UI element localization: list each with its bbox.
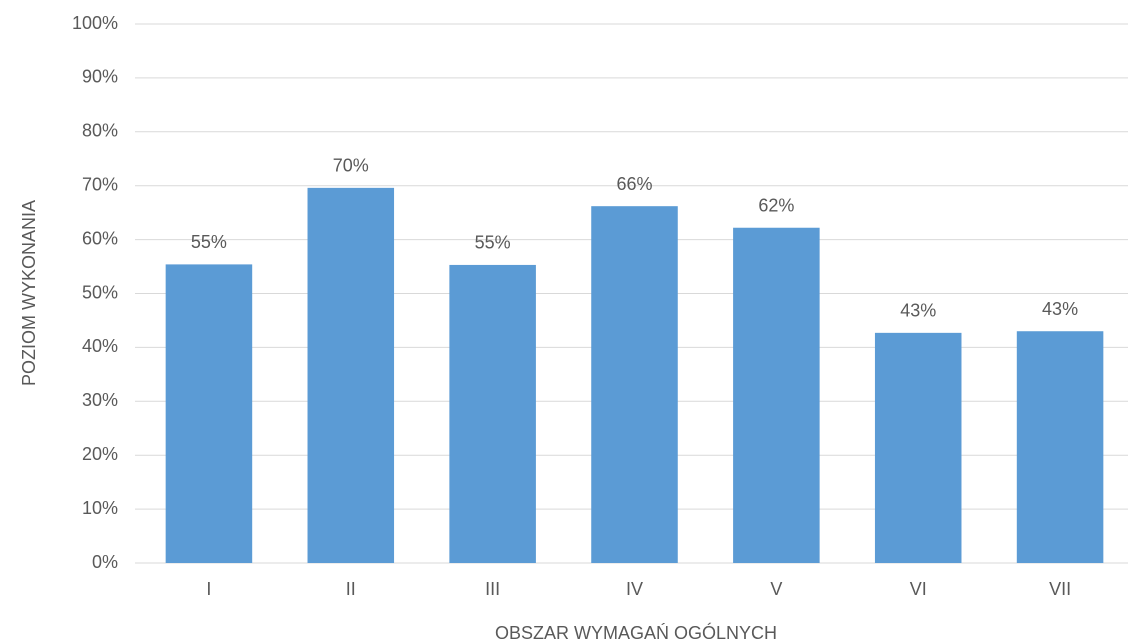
x-tick-label: V	[770, 579, 782, 599]
bar	[165, 264, 253, 563]
y-tick-label: 0%	[92, 552, 118, 572]
value-label: 62%	[758, 195, 794, 215]
value-label: 55%	[191, 232, 227, 252]
y-tick-label: 50%	[82, 282, 118, 302]
x-tick-label: VII	[1049, 579, 1071, 599]
y-tick-label: 90%	[82, 67, 118, 87]
bar	[591, 206, 678, 563]
bar	[874, 332, 962, 563]
value-label: 70%	[333, 156, 369, 176]
y-tick-label: 30%	[82, 390, 118, 410]
x-tick-label: I	[206, 579, 211, 599]
y-axis-title: POZIOM WYKONANIA	[19, 200, 39, 386]
y-tick-label: 70%	[82, 174, 118, 194]
bar	[733, 227, 820, 563]
y-tick-label: 80%	[82, 121, 118, 141]
value-label: 55%	[475, 233, 511, 253]
y-tick-label: 10%	[82, 498, 118, 518]
x-axis-title: OBSZAR WYMAGAŃ OGÓLNYCH	[495, 622, 777, 643]
bar	[1016, 331, 1104, 563]
y-tick-label: 60%	[82, 228, 118, 248]
x-tick-label: VI	[910, 579, 927, 599]
x-tick-label: II	[346, 579, 356, 599]
bar	[307, 187, 395, 563]
y-tick-label: 40%	[82, 336, 118, 356]
y-tick-label: 20%	[82, 444, 118, 464]
value-label: 43%	[1042, 299, 1078, 319]
value-label: 66%	[616, 174, 652, 194]
y-tick-label: 100%	[72, 13, 118, 33]
value-label: 43%	[900, 301, 936, 321]
x-tick-label: III	[485, 579, 500, 599]
x-tick-label: IV	[626, 579, 643, 599]
bar	[449, 264, 536, 563]
